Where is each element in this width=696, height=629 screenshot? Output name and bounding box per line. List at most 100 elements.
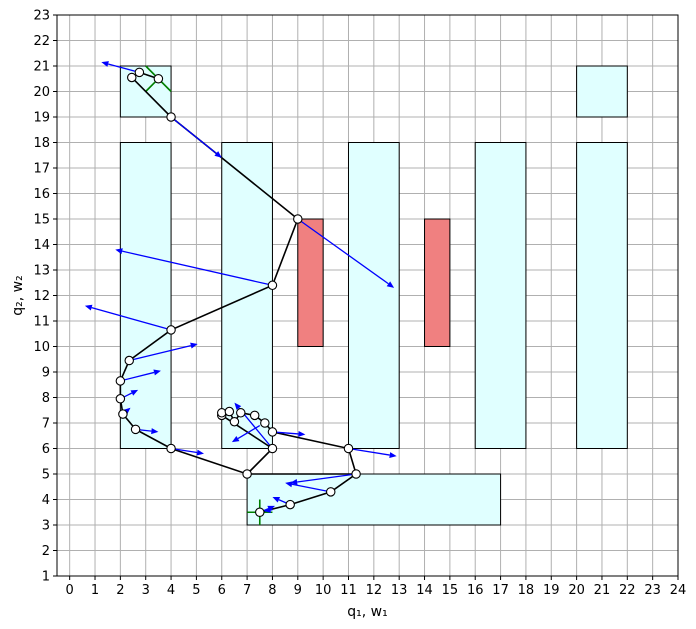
arrow-head (123, 407, 131, 415)
arrow-head (190, 342, 198, 349)
y-tick-label: 19 (33, 111, 50, 126)
velocity-arrow (101, 61, 140, 74)
trajectory-point (267, 443, 278, 454)
x-tick-label: 5 (192, 583, 200, 598)
velocity-arrow (115, 248, 273, 286)
trajectory-point (118, 409, 128, 419)
velocity-arrow (84, 304, 172, 331)
trajectory-point (236, 408, 246, 418)
arrow-head (386, 281, 395, 288)
trajectory-point (293, 214, 303, 224)
velocity-arrow (263, 507, 273, 513)
arrow-shaft (297, 473, 357, 483)
x-tick-label: 13 (391, 583, 408, 598)
trajectory-point (134, 67, 145, 78)
x-tick-label: 18 (518, 583, 535, 598)
trajectory-point (325, 487, 336, 497)
trajectory-point (127, 72, 137, 83)
y-tick-label: 2 (42, 544, 50, 559)
arrow-head (130, 389, 139, 396)
trajectory-point (166, 112, 176, 122)
arrow-head (151, 428, 159, 435)
trajectory-point (260, 418, 270, 428)
velocity-arrow (285, 481, 331, 493)
safe-region (221, 142, 273, 449)
trajectory-point (267, 280, 278, 291)
arrow-head (231, 435, 240, 443)
x-tick-label: 16 (467, 583, 484, 598)
velocity-arrow (290, 473, 357, 485)
x-tick-label: 17 (492, 583, 509, 598)
y-tick-label: 5 (42, 468, 50, 483)
trajectory-points (115, 67, 361, 517)
y-tick-label: 17 (33, 162, 50, 177)
arrow-shaft (107, 63, 140, 74)
y-tick-label: 13 (33, 264, 50, 279)
trajectory-point (255, 507, 265, 517)
arrow-head (101, 61, 109, 67)
x-axis-label: q₁, w₁ (347, 604, 387, 620)
trajectory-point (166, 443, 176, 454)
x-tick-label: 0 (66, 583, 74, 598)
y-axis-label: q₂, w₂ (10, 275, 26, 315)
arrow-head (285, 481, 293, 488)
y-tick-label: 22 (33, 34, 50, 49)
x-tick-label: 9 (294, 583, 302, 598)
safe-region (119, 142, 172, 449)
arrow-shaft (237, 424, 261, 440)
x-tick-label: 11 (340, 583, 357, 598)
x-tick-label: 19 (543, 583, 560, 598)
y-tick-label: 4 (42, 493, 50, 508)
safe-region (347, 142, 400, 449)
y-tick-label: 8 (42, 391, 50, 406)
y-tick-label: 16 (33, 187, 50, 202)
trajectory-point (115, 376, 126, 386)
trajectory-point (229, 416, 240, 427)
arrow-shaft (291, 483, 331, 493)
y-tick-label: 20 (33, 85, 50, 100)
x-tick-label: 2 (116, 583, 124, 598)
y-tick-label: 6 (42, 442, 50, 457)
x-tick-label: 21 (594, 583, 611, 598)
velocity-arrow (348, 447, 397, 459)
safe-region (576, 65, 628, 118)
velocity-arrow (170, 116, 222, 158)
safe-region (246, 473, 502, 526)
obstacle-region (424, 218, 451, 347)
arrow-head (272, 496, 281, 503)
y-tick-label: 21 (33, 60, 50, 75)
x-tick-label: 24 (670, 583, 687, 598)
safe-region (576, 142, 628, 449)
x-tick-label: 10 (315, 583, 332, 598)
x-tick-label: 4 (167, 583, 175, 598)
arrow-head (214, 151, 222, 158)
trajectory-point (217, 408, 227, 418)
trajectory-point (242, 469, 252, 479)
arrow-shaft (91, 306, 172, 331)
velocity-arrow (120, 369, 161, 382)
arrow-shaft (129, 344, 192, 362)
trajectory-point (224, 406, 235, 417)
arrow-head (115, 248, 123, 255)
obstacle-region (297, 218, 324, 347)
y-tick-label: 10 (33, 340, 50, 355)
y-tick-label: 9 (42, 366, 50, 381)
arrow-head (290, 479, 298, 485)
y-tick-label: 12 (33, 289, 50, 304)
y-tick-label: 11 (33, 315, 50, 330)
x-tick-label: 1 (91, 583, 99, 598)
velocity-arrow (129, 342, 198, 362)
safe-region (474, 142, 527, 449)
trajectory-point (124, 355, 134, 366)
x-tick-label: 8 (268, 583, 276, 598)
trajectory-point (267, 427, 278, 437)
y-tick-label: 23 (33, 9, 50, 24)
arrow-head (196, 449, 205, 456)
arrow-shaft (120, 371, 155, 382)
y-tick-label: 15 (33, 213, 50, 228)
arrow-shaft (170, 116, 217, 154)
x-tick-label: 20 (568, 583, 585, 598)
obstacles (297, 218, 451, 347)
velocity-arrow (297, 218, 395, 288)
